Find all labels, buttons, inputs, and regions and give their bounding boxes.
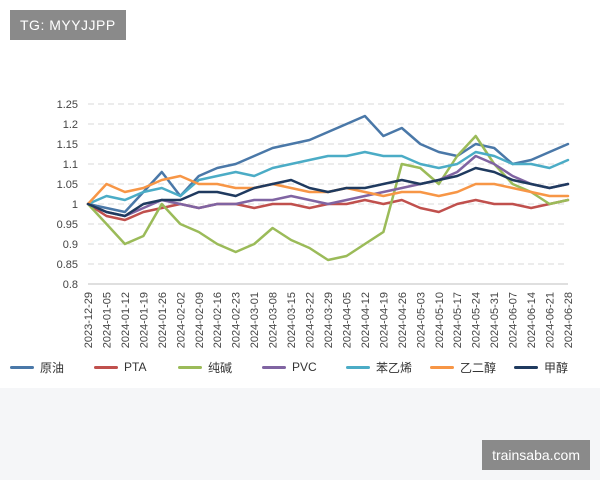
x-tick-label: 2024-03-08 xyxy=(268,292,280,348)
watermark-bottom: trainsaba.com xyxy=(482,440,590,470)
x-tick-label: 2024-01-26 xyxy=(157,292,169,348)
legend-item: 纯碱 xyxy=(178,357,232,377)
watermark-top: TG: MYYJJPP xyxy=(10,10,126,40)
y-tick-label: 0.95 xyxy=(57,219,78,231)
legend-swatch xyxy=(94,365,118,369)
y-tick-label: 0.85 xyxy=(57,259,78,271)
x-tick-label: 2024-05-10 xyxy=(434,292,446,348)
x-tick-label: 2024-05-24 xyxy=(471,292,483,348)
series-line-6 xyxy=(86,166,570,218)
y-tick-label: 1.05 xyxy=(57,179,78,191)
legend-swatch xyxy=(346,365,370,369)
x-tick-label: 2024-06-28 xyxy=(563,292,575,348)
x-tick-label: 2024-06-21 xyxy=(545,292,557,348)
x-tick-label: 2024-01-05 xyxy=(101,292,113,348)
x-tick-label: 2024-02-09 xyxy=(194,292,206,348)
y-tick-label: 0.8 xyxy=(63,279,78,291)
series-line-4 xyxy=(86,150,570,206)
x-tick-label: 2024-03-29 xyxy=(323,292,335,348)
legend-swatch xyxy=(10,365,34,369)
footer-area: trainsaba.com xyxy=(0,388,600,480)
x-tick-label: 2024-05-31 xyxy=(489,292,501,348)
legend-item: 乙二醇 xyxy=(430,357,496,377)
x-tick-label: 2024-06-14 xyxy=(526,292,538,348)
series-line-2 xyxy=(86,134,570,262)
legend: 原油 PTA 纯碱 PVC 苯乙烯 乙二醇 甲醇 xyxy=(0,357,600,377)
y-tick-label: 0.9 xyxy=(63,239,78,251)
x-tick-label: 2024-04-19 xyxy=(378,292,390,348)
y-axis-ticks: 0.8 0.85 0.9 0.95 1 1.05 1.1 1.15 1.2 1.25 xyxy=(57,99,78,291)
legend-label: PVC xyxy=(292,360,317,374)
y-tick-label: 1.25 xyxy=(57,99,78,111)
y-tick-label: 1 xyxy=(72,199,78,211)
series-layer xyxy=(86,114,570,262)
legend-swatch xyxy=(178,365,202,369)
legend-item: PVC xyxy=(262,357,317,377)
legend-swatch xyxy=(430,365,454,369)
x-tick-label: 2024-05-17 xyxy=(452,292,464,348)
x-tick-label: 2024-04-05 xyxy=(341,292,353,348)
legend-label: 纯碱 xyxy=(208,360,233,375)
legend-label: 乙二醇 xyxy=(460,360,497,375)
legend-item: 苯乙烯 xyxy=(346,357,412,377)
x-tick-label: 2024-04-26 xyxy=(397,292,409,348)
legend-item: 甲醇 xyxy=(514,357,568,377)
x-tick-label: 2024-05-03 xyxy=(415,292,427,348)
x-tick-label: 2024-03-01 xyxy=(249,292,261,348)
legend-label: 原油 xyxy=(40,360,65,375)
legend-label: PTA xyxy=(124,360,147,374)
line-chart: 0.8 0.85 0.9 0.95 1 1.05 1.1 1.15 1.2 1.25 2023-1… xyxy=(57,99,575,348)
legend-item: PTA xyxy=(94,357,146,377)
x-tick-label: 2024-03-22 xyxy=(305,292,317,348)
y-tick-label: 1.15 xyxy=(57,139,78,151)
x-tick-label: 2024-02-02 xyxy=(175,292,187,348)
x-tick-label: 2024-02-23 xyxy=(231,292,243,348)
x-tick-label: 2024-04-12 xyxy=(360,292,372,348)
legend-swatch xyxy=(262,365,286,369)
legend-label: 甲醇 xyxy=(544,360,569,375)
x-tick-label: 2024-01-12 xyxy=(120,292,132,348)
x-tick-label: 2023-12-29 xyxy=(83,292,95,348)
x-tick-label: 2024-01-19 xyxy=(138,292,150,348)
series-line-0 xyxy=(86,114,570,214)
x-tick-label: 2024-03-15 xyxy=(286,292,298,348)
series-line-3 xyxy=(86,154,570,218)
legend-label: 苯乙烯 xyxy=(376,360,413,375)
chart-panel: 0.8 0.85 0.9 0.95 1 1.05 1.1 1.15 1.2 1.25 2023-1… xyxy=(0,60,600,388)
x-tick-label: 2024-06-07 xyxy=(508,292,520,348)
legend-item: 原油 xyxy=(10,357,64,377)
y-tick-label: 1.1 xyxy=(63,159,78,171)
y-tick-label: 1.2 xyxy=(63,119,78,131)
x-tick-label: 2024-02-16 xyxy=(212,292,224,348)
legend-swatch xyxy=(514,365,538,369)
x-axis-ticks: 2023-12-29 2024-01-05 2024-01-12 2024-01-19… xyxy=(83,292,575,348)
